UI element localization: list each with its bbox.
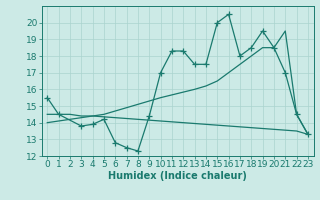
X-axis label: Humidex (Indice chaleur): Humidex (Indice chaleur) — [108, 171, 247, 181]
